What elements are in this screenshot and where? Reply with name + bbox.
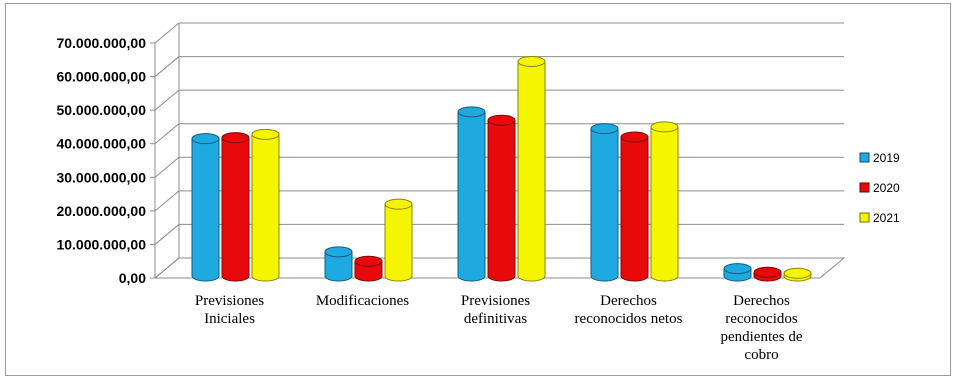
side-gridline	[154, 123, 180, 145]
x-tick-label: Previsiones	[195, 293, 264, 309]
x-tick-label: pendientes de	[720, 329, 802, 345]
x-tick-label: cobro	[744, 347, 778, 363]
legend-label: 2021	[873, 211, 900, 225]
side-gridline	[154, 190, 180, 212]
bar-top	[590, 123, 619, 135]
y-tick-label: 40.000.000,00	[56, 136, 146, 152]
legend-label: 2019	[873, 151, 900, 165]
x-tick-label: reconocidos netos	[575, 311, 683, 327]
bar-top	[457, 106, 486, 118]
legend-swatch	[859, 182, 870, 193]
y-tick-label: 0,00	[119, 270, 146, 286]
legend-label: 2020	[873, 181, 900, 195]
x-tick-label: reconocidos	[725, 311, 798, 327]
bar-top	[221, 132, 250, 144]
bar	[251, 133, 280, 282]
bar-top	[487, 114, 516, 126]
side-gridline	[154, 224, 180, 245]
legend-swatch	[859, 212, 870, 223]
bar	[590, 128, 619, 282]
bar	[191, 138, 220, 282]
bar-top	[251, 128, 280, 140]
bar-top	[354, 255, 383, 267]
bar-top	[723, 263, 752, 275]
bar-top	[384, 198, 413, 210]
bar	[457, 111, 486, 282]
y-tick-label: 30.000.000,00	[56, 169, 146, 185]
side-gridline	[154, 22, 180, 44]
y-tick-label: 50.000.000,00	[56, 102, 146, 118]
bar-top	[650, 121, 679, 133]
bar-top	[753, 266, 782, 278]
legend-swatch	[859, 152, 870, 163]
bar	[487, 119, 516, 282]
y-tick-label: 60.000.000,00	[56, 69, 146, 85]
x-tick-label: definitivas	[464, 311, 527, 327]
x-tick-label: Modificaciones	[316, 293, 409, 309]
x-tick-label: Iniciales	[204, 311, 255, 327]
x-tick-label: Derechos	[600, 293, 657, 309]
x-tick-label: Derechos	[733, 293, 790, 309]
y-tick-label: 10.000.000,00	[56, 236, 146, 252]
x-tick-label: Previsiones	[461, 293, 530, 309]
bar	[221, 137, 250, 282]
bar-top	[783, 267, 812, 279]
bar	[620, 136, 649, 282]
bar-top	[324, 246, 353, 258]
y-tick-label: 70.000.000,00	[56, 35, 146, 51]
y-tick-label: 20.000.000,00	[56, 203, 146, 219]
bar	[650, 126, 679, 282]
bar-top	[620, 131, 649, 143]
side-gridline	[154, 156, 180, 178]
bar	[354, 260, 383, 282]
bar	[324, 251, 353, 282]
bar	[517, 60, 546, 282]
bar-top	[517, 55, 546, 67]
side-gridline	[154, 89, 180, 111]
bar	[384, 203, 413, 282]
side-gridline	[154, 56, 180, 77]
bar-top	[191, 133, 220, 145]
